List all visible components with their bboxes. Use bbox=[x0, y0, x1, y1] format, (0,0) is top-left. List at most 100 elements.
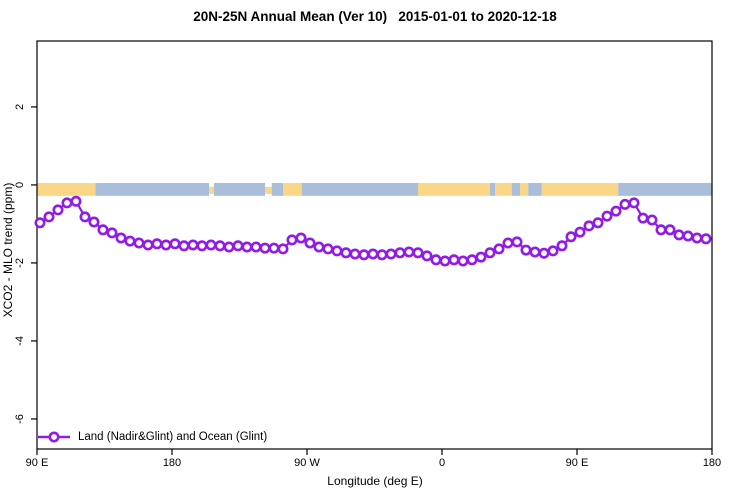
data-point bbox=[169, 238, 181, 250]
data-point bbox=[88, 216, 100, 228]
data-point bbox=[394, 247, 406, 259]
data-point bbox=[178, 240, 190, 252]
legend: Land (Nadir&Glint) and Ocean (Glint) bbox=[37, 429, 267, 445]
map-strip-segment-ocean bbox=[95, 182, 210, 196]
data-point bbox=[385, 248, 397, 260]
y-tick-label: -6 bbox=[14, 414, 26, 424]
data-point bbox=[655, 224, 667, 236]
map-strip-segment-land bbox=[541, 182, 619, 196]
data-point bbox=[160, 239, 172, 251]
map-strip-segment-land bbox=[265, 186, 272, 194]
data-point bbox=[529, 246, 541, 258]
data-point bbox=[70, 195, 82, 207]
data-point bbox=[502, 237, 514, 249]
data-point bbox=[340, 247, 352, 259]
data-point bbox=[142, 239, 154, 251]
data-point bbox=[673, 229, 685, 241]
data-point bbox=[700, 233, 712, 245]
map-strip-segment-ocean bbox=[490, 182, 496, 196]
data-point bbox=[196, 240, 208, 252]
map-strip-segment-ocean bbox=[511, 182, 520, 196]
x-tick-label: 180 bbox=[703, 457, 721, 469]
y-tick-label: 2 bbox=[14, 104, 26, 110]
map-strip-segment-ocean bbox=[618, 182, 712, 196]
legend-label: Land (Nadir&Glint) and Ocean (Glint) bbox=[78, 431, 268, 443]
data-point bbox=[556, 240, 568, 252]
data-point bbox=[268, 242, 280, 254]
data-point bbox=[430, 254, 442, 266]
data-point bbox=[43, 211, 55, 223]
data-point bbox=[619, 198, 631, 210]
data-point bbox=[241, 241, 253, 253]
data-point bbox=[538, 247, 550, 259]
data-point bbox=[106, 227, 118, 239]
map-strip-segment-land bbox=[283, 182, 302, 196]
map-strip-segment-land bbox=[209, 186, 214, 194]
data-point bbox=[637, 212, 649, 224]
data-point bbox=[403, 246, 415, 258]
data-point bbox=[646, 214, 658, 226]
x-tick-label: 0 bbox=[439, 457, 445, 469]
data-point bbox=[223, 241, 235, 253]
data-point bbox=[493, 243, 505, 255]
map-strip-segment-land bbox=[520, 182, 529, 196]
data-point bbox=[61, 197, 73, 209]
data-point bbox=[547, 245, 559, 257]
data-point bbox=[277, 243, 289, 255]
data-point bbox=[610, 205, 622, 217]
x-tick-label: 90 E bbox=[26, 457, 49, 469]
data-point bbox=[583, 220, 595, 232]
data-point bbox=[367, 248, 379, 260]
data-point bbox=[295, 232, 307, 244]
data-point bbox=[304, 237, 316, 249]
data-point bbox=[457, 255, 469, 267]
data-point bbox=[205, 239, 217, 251]
data-point bbox=[322, 243, 334, 255]
data-point bbox=[286, 234, 298, 246]
data-point bbox=[466, 254, 478, 266]
data-point bbox=[79, 211, 91, 223]
map-strip-segment-ocean bbox=[271, 182, 283, 196]
data-point bbox=[133, 237, 145, 249]
data-point bbox=[259, 242, 271, 254]
data-point bbox=[52, 204, 64, 216]
map-strip-segment-land bbox=[37, 182, 96, 196]
data-point bbox=[682, 230, 694, 242]
data-point bbox=[151, 238, 163, 250]
data-point bbox=[358, 249, 370, 261]
data-point bbox=[349, 248, 361, 260]
data-point bbox=[187, 239, 199, 251]
data-point bbox=[565, 231, 577, 243]
y-tick-label: -4 bbox=[14, 336, 26, 346]
data-point bbox=[115, 232, 127, 244]
data-point bbox=[124, 235, 136, 247]
data-point bbox=[691, 232, 703, 244]
y-axis-title: XCO2 - MLO trend (ppm) bbox=[1, 182, 15, 318]
data-point bbox=[412, 247, 424, 259]
map-strip-segment-land bbox=[495, 182, 512, 196]
data-point bbox=[331, 245, 343, 257]
legend-marker-icon bbox=[38, 431, 70, 443]
data-point bbox=[232, 240, 244, 252]
data-point bbox=[520, 244, 532, 256]
data-point bbox=[448, 254, 460, 266]
chart-title: 20N-25N Annual Mean (Ver 10) 2015-01-01 … bbox=[193, 9, 557, 24]
x-axis-title: Longitude (deg E) bbox=[327, 474, 423, 488]
y-tick-label: 0 bbox=[14, 182, 26, 188]
data-point bbox=[376, 249, 388, 261]
map-strip-segment-ocean bbox=[528, 182, 542, 196]
data-point bbox=[421, 250, 433, 262]
data-point bbox=[439, 255, 451, 267]
data-point bbox=[34, 217, 46, 229]
data-point bbox=[313, 241, 325, 253]
data-point bbox=[601, 210, 613, 222]
map-strip-segment-land bbox=[418, 182, 490, 196]
data-point bbox=[475, 251, 487, 263]
x-tick-label: 180 bbox=[163, 457, 181, 469]
data-point bbox=[511, 236, 523, 248]
x-tick-label: 90 E bbox=[566, 457, 589, 469]
data-point bbox=[250, 241, 262, 253]
y-tick-label: -2 bbox=[14, 258, 26, 268]
